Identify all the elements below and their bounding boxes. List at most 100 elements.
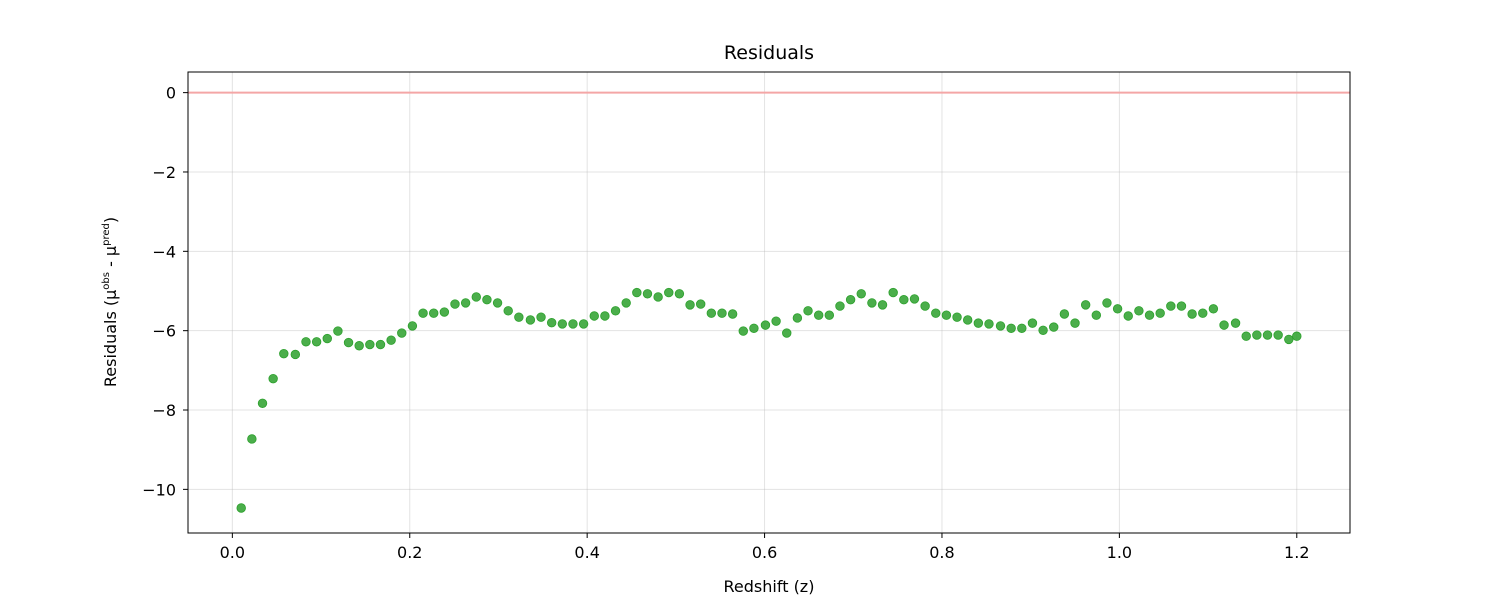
data-point (1006, 323, 1016, 333)
data-point (899, 295, 909, 305)
data-point (375, 339, 386, 350)
y-axis-title-prefix: Residuals (μ (101, 290, 120, 387)
data-point (1262, 330, 1273, 340)
data-point (727, 309, 738, 319)
x-tick-label: 0.4 (574, 543, 599, 562)
data-point (706, 308, 717, 318)
data-point (962, 315, 973, 325)
data-point (1049, 322, 1059, 332)
data-point (407, 321, 418, 331)
data-point (995, 321, 1006, 331)
data-point (1134, 306, 1144, 316)
data-point (546, 318, 557, 328)
data-point (920, 301, 930, 311)
data-point (236, 503, 246, 513)
data-point (482, 295, 492, 305)
y-tick-label: −6 (152, 322, 176, 341)
data-point (738, 326, 748, 336)
data-point (653, 292, 663, 302)
data-point (1252, 330, 1262, 340)
data-point (1059, 309, 1070, 319)
chart-title: Residuals (724, 42, 814, 64)
data-point (621, 298, 631, 308)
y-axis-title-middle: - μ (101, 246, 120, 272)
data-point (973, 318, 984, 328)
y-axis-title: Residuals (μobs - μpred) (101, 217, 120, 387)
data-point (1208, 304, 1219, 314)
data-point (1091, 310, 1102, 320)
x-tick-label: 1.0 (1107, 543, 1132, 562)
y-tick-label: −8 (152, 401, 176, 420)
data-point (749, 323, 759, 333)
data-point (578, 319, 589, 329)
data-point (856, 289, 866, 299)
data-point (301, 337, 311, 347)
data-point (322, 333, 332, 344)
x-tick-label: 0.2 (397, 543, 422, 562)
data-point (460, 298, 471, 308)
data-point (1144, 310, 1155, 320)
data-point (1070, 318, 1080, 328)
data-point (268, 373, 278, 384)
data-point (1155, 308, 1165, 318)
x-axis-ticks: 0.0 0.2 0.4 0.6 0.8 1.0 1.2 (220, 533, 1310, 562)
data-point (664, 287, 674, 298)
data-point (1292, 331, 1302, 341)
data-point (717, 308, 727, 318)
grid (188, 72, 1350, 533)
data-point (333, 326, 343, 336)
x-tick-label: 0.8 (929, 543, 954, 562)
data-point (311, 337, 322, 347)
data-point (279, 348, 289, 359)
data-point (257, 398, 268, 408)
data-point (1080, 300, 1091, 310)
data-point (365, 339, 375, 350)
data-point (247, 434, 257, 444)
data-point (1112, 304, 1123, 314)
y-tick-label: −4 (152, 242, 176, 261)
data-point (386, 335, 396, 345)
data-point (439, 307, 450, 317)
data-point (813, 310, 824, 320)
x-tick-label: 1.2 (1284, 543, 1309, 562)
data-point (1017, 323, 1027, 333)
data-point (803, 306, 813, 316)
data-point (1027, 318, 1038, 328)
data-point (610, 306, 621, 316)
data-point (290, 349, 301, 360)
data-point (429, 308, 439, 318)
x-tick-label: 0.6 (752, 543, 777, 562)
data-point (877, 300, 888, 310)
y-axis-title-obs-superscript: obs (101, 272, 112, 290)
data-point (824, 310, 835, 320)
data-point (343, 337, 354, 348)
data-point (835, 301, 845, 311)
data-point (1284, 334, 1294, 345)
data-point (771, 316, 781, 326)
x-tick-label: 0.0 (220, 543, 245, 562)
data-point (1123, 311, 1133, 321)
data-point (685, 300, 695, 310)
data-point (1241, 331, 1251, 341)
data-point (695, 299, 706, 309)
data-point (792, 313, 803, 323)
data-point (525, 315, 536, 325)
data-point (984, 319, 994, 329)
data-point (1219, 320, 1229, 330)
y-axis-ticks: 0 −2 −4 −6 −8 −10 (142, 84, 188, 499)
data-point (888, 287, 898, 298)
data-point (952, 312, 962, 322)
data-point (1187, 309, 1197, 319)
data-point (760, 320, 771, 330)
data-point (1176, 301, 1187, 311)
x-axis-title: Redshift (z) (724, 577, 815, 596)
data-point (1038, 325, 1048, 335)
data-point (450, 299, 460, 309)
data-point (1102, 298, 1112, 308)
data-point (397, 328, 407, 338)
y-axis-title-suffix: ) (101, 217, 120, 223)
data-point (642, 289, 653, 299)
data-point (674, 289, 685, 299)
data-points (236, 287, 1302, 513)
